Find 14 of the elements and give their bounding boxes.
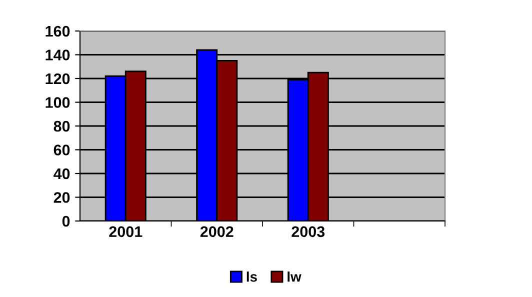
y-tick-label: 40	[54, 168, 70, 180]
x-tick-label: 2001	[109, 226, 142, 238]
x-tick-label: 2002	[200, 226, 234, 238]
y-tick-label: 0	[62, 216, 70, 227]
y-tick-label: 100	[46, 97, 70, 108]
legend-label: ls	[246, 272, 257, 282]
y-tick-label: 120	[46, 73, 70, 84]
x-tick-label: 2003	[292, 226, 325, 238]
y-tick-label: 20	[54, 192, 70, 203]
y-tick-label: 140	[46, 50, 70, 60]
legend-label: lw	[288, 272, 302, 282]
y-tick-label: 60	[54, 144, 70, 156]
y-tick-label: 160	[46, 26, 70, 37]
y-tick-label: 80	[54, 120, 70, 132]
